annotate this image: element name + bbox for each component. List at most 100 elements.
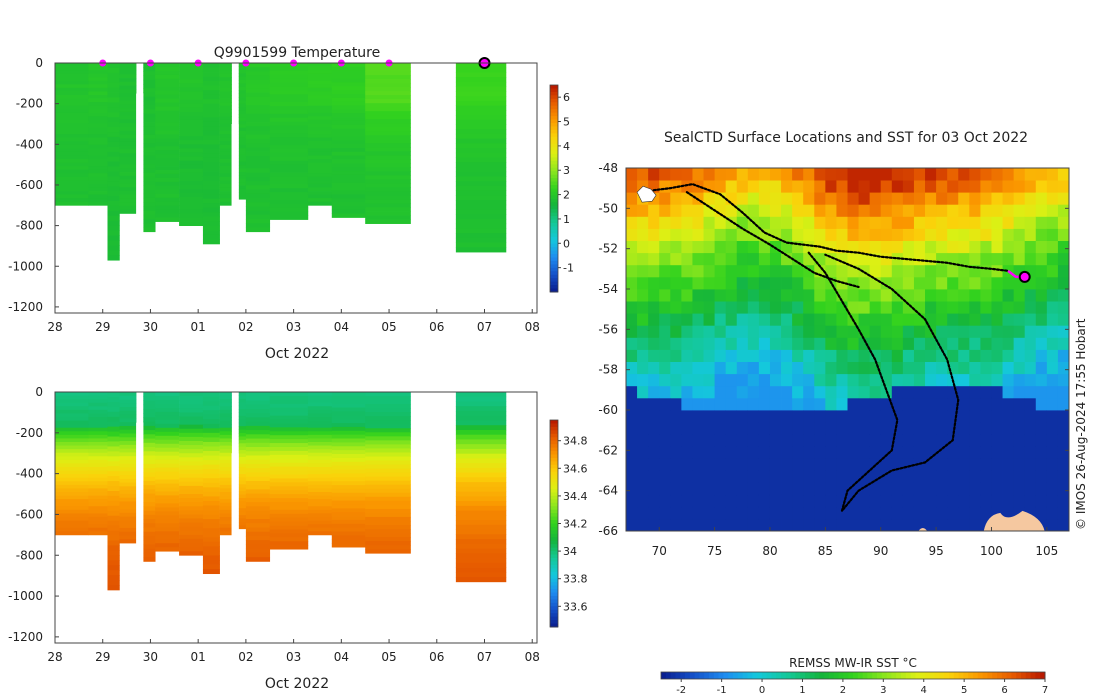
sst-cell xyxy=(1046,470,1059,483)
section-cell xyxy=(331,419,366,424)
section-cell xyxy=(365,219,411,224)
section-cell xyxy=(331,516,366,521)
sst-cell xyxy=(781,494,793,508)
sst-cell xyxy=(714,349,727,362)
section-cell xyxy=(202,460,220,466)
section-cell xyxy=(119,115,137,120)
sst-cell xyxy=(703,204,715,217)
section-cell xyxy=(307,466,333,471)
sst-cell xyxy=(858,361,871,375)
sst-cell xyxy=(648,397,660,411)
colorbar-segment xyxy=(550,530,558,535)
section-cell xyxy=(55,527,89,532)
sst-cell xyxy=(969,276,981,290)
colorbar-segment xyxy=(661,672,667,679)
sst-cell xyxy=(1024,301,1037,314)
section-cell xyxy=(245,548,271,554)
sst-cell xyxy=(847,289,859,302)
section-cell xyxy=(245,468,271,473)
sst-cell xyxy=(626,289,638,302)
section-cell xyxy=(307,413,333,418)
section-cell xyxy=(202,221,220,227)
sst-cell xyxy=(869,410,882,423)
sst-cell xyxy=(969,361,981,375)
section-cell xyxy=(179,111,204,117)
section-cell xyxy=(55,459,89,464)
sst-cell xyxy=(648,216,660,229)
sst-cell xyxy=(659,518,671,531)
section-cell xyxy=(307,130,333,135)
colorbar-segment xyxy=(550,464,558,469)
colorbar-segment xyxy=(550,471,558,476)
sst-cell xyxy=(936,373,948,387)
sst-cell xyxy=(637,264,649,278)
sst-cell xyxy=(825,264,837,278)
colorbar-segment xyxy=(550,254,558,258)
sst-cell xyxy=(1057,168,1069,181)
sst-cell xyxy=(659,470,671,483)
section-cell xyxy=(155,439,180,445)
salinity-x-ticks: 28 29 30 01 02 03 04 05 06 07 08 xyxy=(47,639,540,664)
sst-cell xyxy=(958,313,970,326)
section-cell xyxy=(119,422,137,427)
sst-cell xyxy=(880,252,893,266)
section-cell xyxy=(202,153,220,159)
section-cell xyxy=(119,395,137,400)
section-cell xyxy=(107,486,120,492)
sst-cell xyxy=(814,446,826,459)
section-cell xyxy=(331,136,366,141)
sst-cell xyxy=(758,289,771,302)
sst-cell xyxy=(1024,276,1037,290)
sst-cell xyxy=(1002,228,1015,241)
colorbar-segment xyxy=(550,105,558,110)
section-cell xyxy=(143,523,156,528)
section-cell xyxy=(245,421,271,427)
section-cell xyxy=(143,417,156,423)
section-cell xyxy=(143,447,156,452)
section-cell xyxy=(55,488,89,493)
section-cell xyxy=(55,127,89,131)
section-cell xyxy=(88,63,108,67)
section-cell xyxy=(455,448,507,455)
colorbar-segment xyxy=(550,160,558,165)
sst-cell xyxy=(648,276,660,290)
sst-cell xyxy=(769,410,782,423)
section-cell xyxy=(365,211,411,216)
section-cell xyxy=(179,408,204,413)
sst-cell xyxy=(626,216,638,229)
sst-cell xyxy=(792,313,804,326)
sst-cell xyxy=(891,361,904,375)
sst-cell xyxy=(758,410,771,423)
section-cell xyxy=(143,540,156,545)
section-cell xyxy=(307,502,333,507)
section-cell xyxy=(119,452,137,457)
sst-cell xyxy=(1002,446,1015,459)
section-cell xyxy=(179,209,204,214)
sst-cell xyxy=(703,264,715,278)
sst-cell xyxy=(858,228,871,241)
section-cell xyxy=(238,501,247,506)
sst-cell xyxy=(1046,313,1059,326)
sst-cell xyxy=(947,506,959,520)
colorbar-segment xyxy=(550,575,558,580)
section-cell xyxy=(55,516,89,521)
section-cell xyxy=(269,176,309,181)
section-cell xyxy=(155,451,180,457)
colorbar-segment xyxy=(550,599,558,604)
sst-cell xyxy=(958,192,970,205)
section-cell xyxy=(307,169,333,174)
section-cell xyxy=(455,124,507,130)
sst-cell xyxy=(659,385,671,399)
section-cell xyxy=(119,63,137,68)
sst-cell xyxy=(648,506,660,520)
sst-cell xyxy=(703,192,715,205)
section-cell xyxy=(88,409,108,414)
sst-cell xyxy=(781,228,793,241)
colorbar-segment xyxy=(550,571,558,576)
sst-cell xyxy=(758,228,771,241)
section-cell xyxy=(107,255,120,261)
sst-cell xyxy=(670,192,682,205)
sst-cell xyxy=(814,482,826,496)
section-cell xyxy=(88,466,108,471)
y-tick-label: -800 xyxy=(16,219,43,233)
